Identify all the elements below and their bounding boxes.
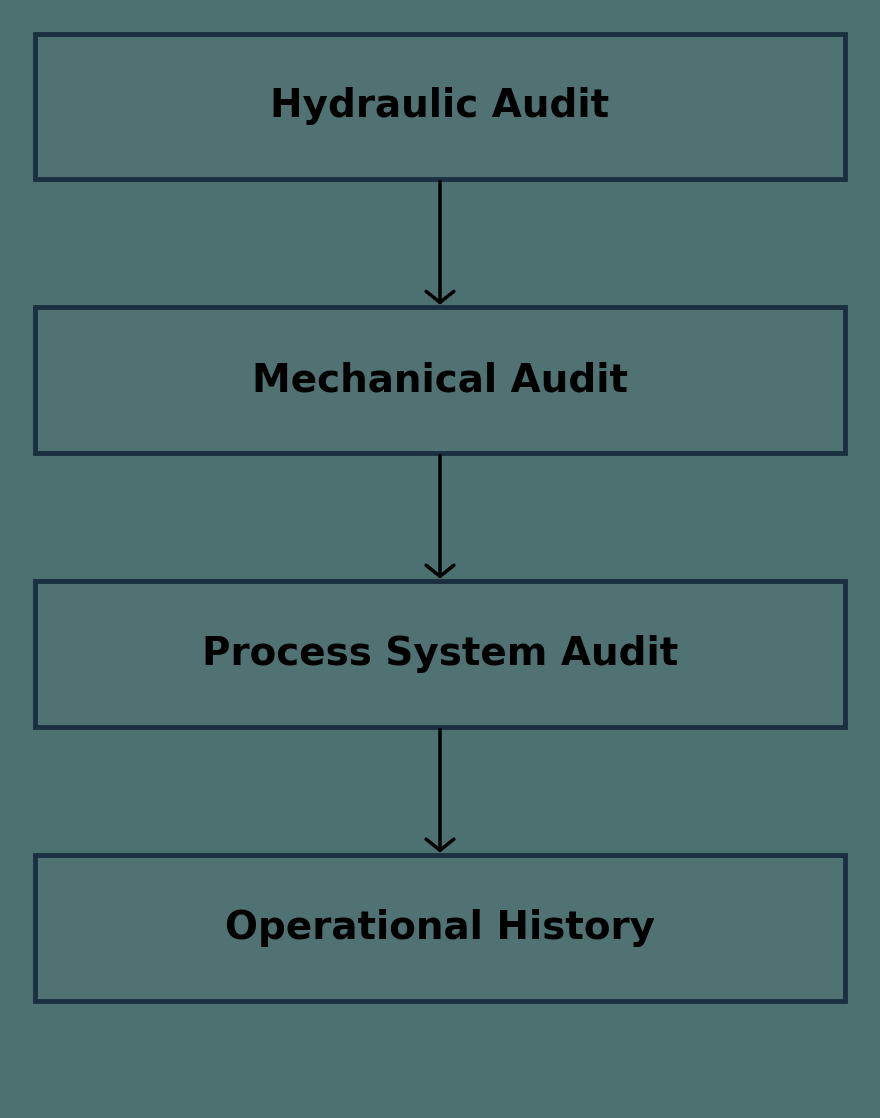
Bar <box>35 34 845 179</box>
Text: Process System Audit: Process System Audit <box>202 635 678 673</box>
Bar <box>35 855 845 1001</box>
Bar <box>35 581 845 727</box>
Bar <box>35 307 845 453</box>
Text: Operational History: Operational History <box>225 909 655 947</box>
Text: Mechanical Audit: Mechanical Audit <box>252 361 628 399</box>
Text: Hydraulic Audit: Hydraulic Audit <box>270 87 610 125</box>
